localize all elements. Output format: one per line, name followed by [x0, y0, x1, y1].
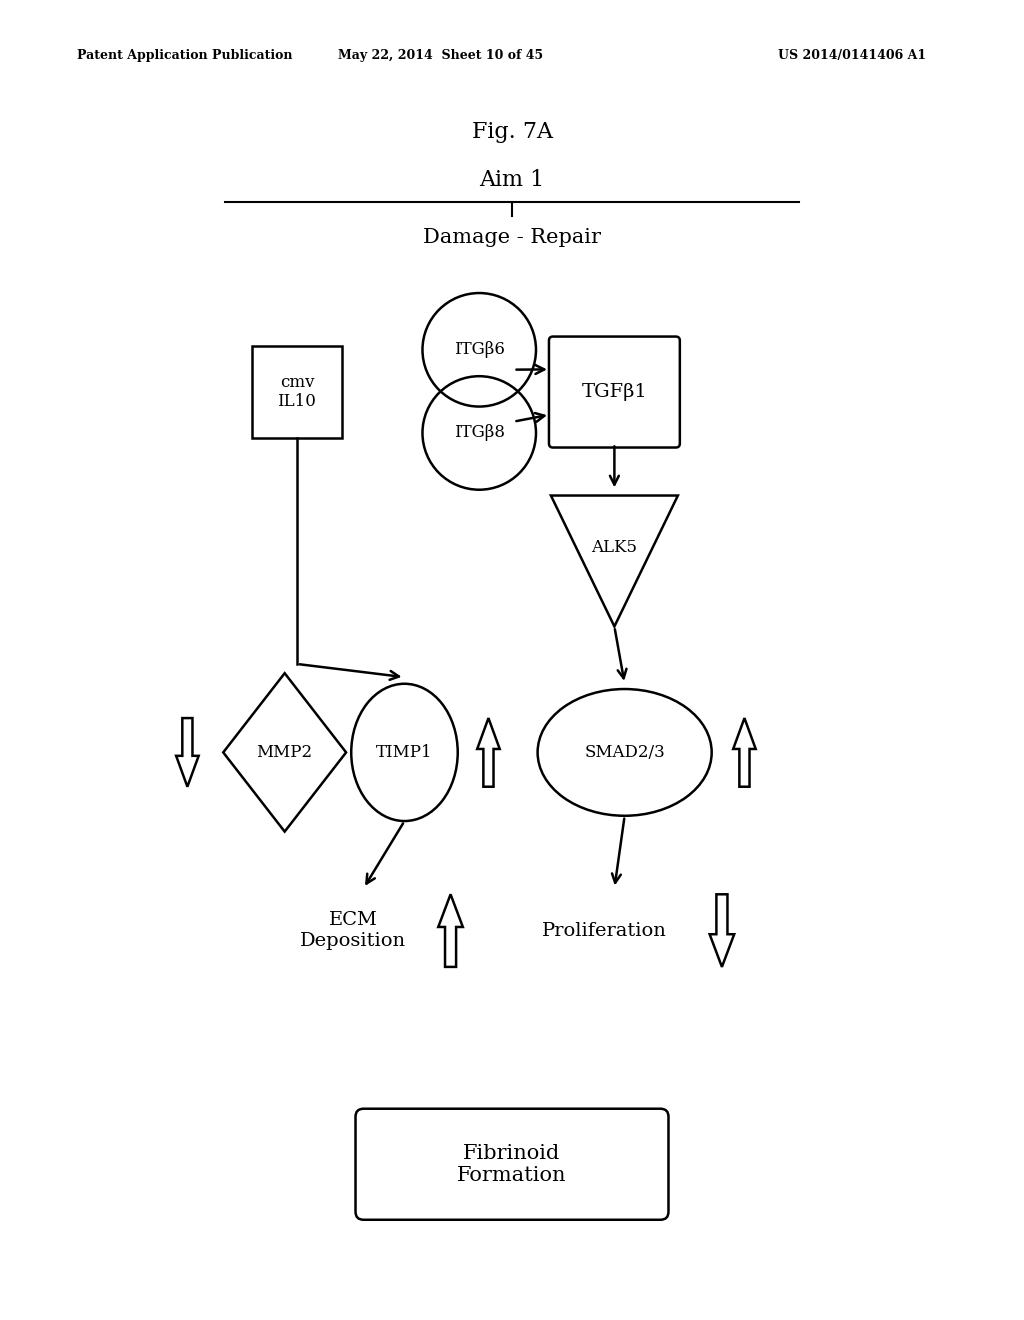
Text: May 22, 2014  Sheet 10 of 45: May 22, 2014 Sheet 10 of 45: [338, 49, 543, 62]
Text: ECM
Deposition: ECM Deposition: [300, 911, 407, 950]
Text: TGFβ1: TGFβ1: [582, 383, 647, 401]
Text: ITGβ8: ITGβ8: [454, 425, 505, 441]
Text: MMP2: MMP2: [257, 744, 312, 760]
Text: Damage - Repair: Damage - Repair: [423, 228, 601, 247]
Text: ALK5: ALK5: [592, 540, 637, 556]
Text: ITGβ6: ITGβ6: [454, 342, 505, 358]
Text: Aim 1: Aim 1: [479, 169, 545, 190]
Text: Fig. 7A: Fig. 7A: [471, 121, 553, 143]
Text: US 2014/0141406 A1: US 2014/0141406 A1: [778, 49, 927, 62]
Text: Patent Application Publication: Patent Application Publication: [77, 49, 292, 62]
Text: Proliferation: Proliferation: [542, 921, 667, 940]
Text: Fibrinoid
Formation: Fibrinoid Formation: [458, 1143, 566, 1185]
Bar: [252, 346, 342, 438]
Text: TIMP1: TIMP1: [376, 744, 433, 760]
Text: cmv
IL10: cmv IL10: [278, 374, 316, 411]
Text: SMAD2/3: SMAD2/3: [585, 744, 665, 760]
